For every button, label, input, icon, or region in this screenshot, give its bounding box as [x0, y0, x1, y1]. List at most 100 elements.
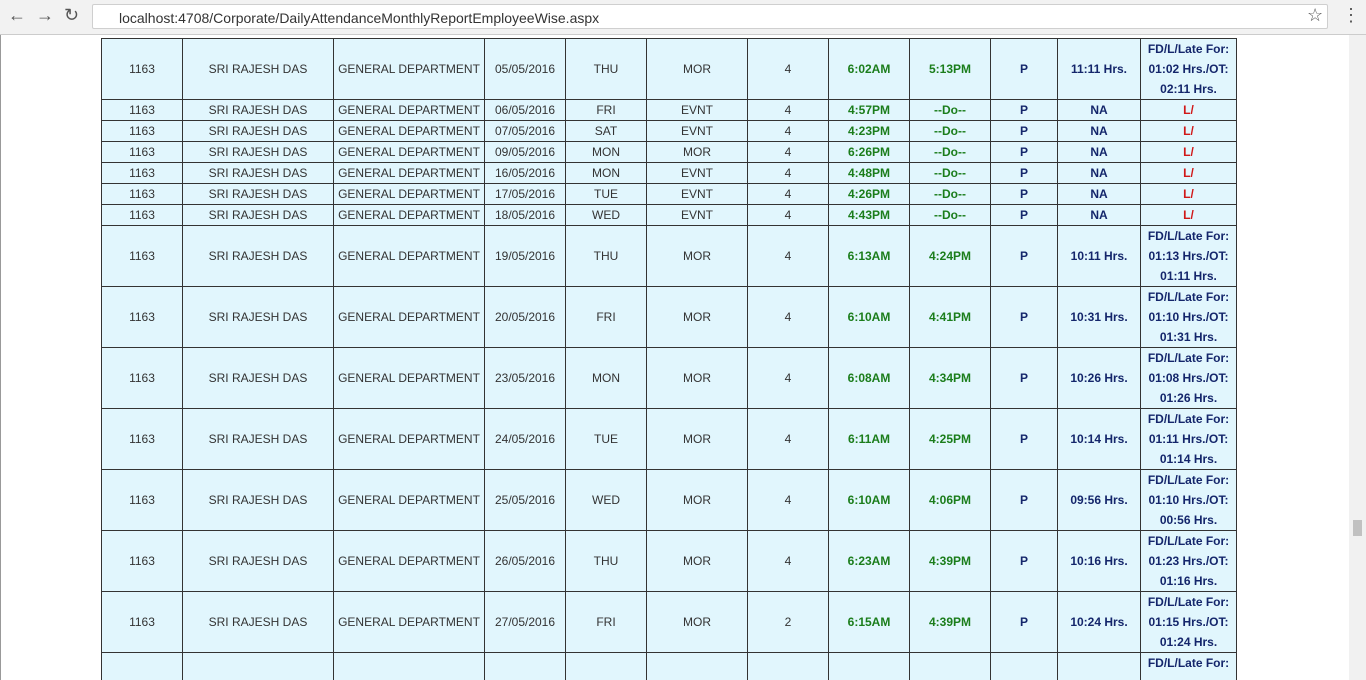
table-cell	[484, 652, 566, 680]
table-cell: GENERAL DEPARTMENT	[333, 347, 485, 409]
table-cell: 6:15AM	[828, 591, 910, 653]
table-cell: GENERAL DEPARTMENT	[333, 120, 485, 142]
table-cell: EVNT	[646, 120, 748, 142]
table-cell: P	[990, 469, 1058, 531]
table-cell: 4	[747, 286, 829, 348]
table-cell: 6:10AM	[828, 286, 910, 348]
table-row: 1163 SRI RAJESH DAS GENERAL DEPARTMENT 26/0…	[101, 530, 1237, 592]
table-cell: 4:23PM	[828, 120, 910, 142]
table-cell: --Do--	[909, 162, 991, 184]
table-cell: SRI RAJESH DAS	[182, 141, 334, 163]
address-bar[interactable]: localhost:4708/Corporate/DailyAttendance…	[92, 4, 1328, 29]
table-cell: 1163	[101, 469, 183, 531]
table-cell: SRI RAJESH DAS	[182, 99, 334, 121]
table-cell: MON	[565, 162, 647, 184]
table-cell: 1163	[101, 225, 183, 287]
table-cell: GENERAL DEPARTMENT	[333, 591, 485, 653]
table-cell: --Do--	[909, 99, 991, 121]
table-cell: P	[990, 162, 1058, 184]
table-row: 1163 SRI RAJESH DAS GENERAL DEPARTMENT 06/0…	[101, 99, 1237, 121]
table-cell: FD/L/Late For: 01:10 Hrs./OT: 00:56 Hrs.	[1140, 469, 1237, 531]
table-cell: 6:26PM	[828, 141, 910, 163]
table-cell: 1163	[101, 347, 183, 409]
attendance-table: 1163 SRI RAJESH DAS GENERAL DEPARTMENT 05/0…	[101, 38, 1237, 680]
table-cell	[646, 652, 748, 680]
forward-button[interactable]: →	[36, 5, 54, 25]
table-cell: 05/05/2016	[484, 38, 566, 100]
table-cell: NA	[1057, 183, 1141, 205]
table-cell: P	[990, 286, 1058, 348]
reload-button[interactable]: ↻	[64, 5, 80, 25]
table-cell: FD/L/Late For: 01:15 Hrs./OT: 01:24 Hrs.	[1140, 591, 1237, 653]
table-cell: P	[990, 591, 1058, 653]
table-cell: FD/L/Late For: 01:02 Hrs./OT: 02:11 Hrs.	[1140, 38, 1237, 100]
table-cell: MOR	[646, 530, 748, 592]
table-cell: L/	[1140, 183, 1237, 205]
table-cell: 4:48PM	[828, 162, 910, 184]
table-cell: 19/05/2016	[484, 225, 566, 287]
table-cell	[182, 652, 334, 680]
table-cell: 10:11 Hrs.	[1057, 225, 1141, 287]
table-cell: P	[990, 183, 1058, 205]
table-cell: L/	[1140, 120, 1237, 142]
table-row: 1163 SRI RAJESH DAS GENERAL DEPARTMENT 18/0…	[101, 204, 1237, 226]
table-row: 1163 SRI RAJESH DAS GENERAL DEPARTMENT 24/0…	[101, 408, 1237, 470]
table-cell: SRI RAJESH DAS	[182, 286, 334, 348]
table-cell: --Do--	[909, 141, 991, 163]
table-cell: SRI RAJESH DAS	[182, 225, 334, 287]
table-cell: 6:13AM	[828, 225, 910, 287]
table-cell: L/	[1140, 99, 1237, 121]
table-cell: NA	[1057, 99, 1141, 121]
table-cell: FD/L/Late For: 01:13 Hrs./OT: 01:11 Hrs.	[1140, 225, 1237, 287]
table-cell: FRI	[565, 99, 647, 121]
scrollbar[interactable]	[1349, 35, 1366, 680]
table-cell: 4:24PM	[909, 225, 991, 287]
table-cell: 4	[747, 141, 829, 163]
table-cell: MOR	[646, 38, 748, 100]
table-cell	[1057, 652, 1141, 680]
table-cell: 4:41PM	[909, 286, 991, 348]
table-cell: TUE	[565, 183, 647, 205]
table-cell: 4:39PM	[909, 530, 991, 592]
table-cell: SAT	[565, 120, 647, 142]
table-cell: 4:34PM	[909, 347, 991, 409]
page-content: 1163 SRI RAJESH DAS GENERAL DEPARTMENT 05/0…	[0, 35, 1349, 680]
table-cell: MOR	[646, 591, 748, 653]
table-cell: SRI RAJESH DAS	[182, 530, 334, 592]
table-cell: NA	[1057, 162, 1141, 184]
table-cell: 1163	[101, 408, 183, 470]
table-cell: 10:31 Hrs.	[1057, 286, 1141, 348]
table-cell: NA	[1057, 141, 1141, 163]
table-cell: EVNT	[646, 162, 748, 184]
table-cell	[828, 652, 910, 680]
table-cell: MOR	[646, 286, 748, 348]
table-cell	[909, 652, 991, 680]
back-button[interactable]: ←	[8, 5, 26, 25]
table-cell: MOR	[646, 408, 748, 470]
table-row: 1163 SRI RAJESH DAS GENERAL DEPARTMENT 19/0…	[101, 225, 1237, 287]
table-cell: P	[990, 347, 1058, 409]
table-cell: L/	[1140, 162, 1237, 184]
menu-button[interactable]: ⋮	[1342, 5, 1360, 25]
table-row: FD/L/Late For:	[101, 652, 1237, 680]
table-cell: 5:13PM	[909, 38, 991, 100]
table-cell: SRI RAJESH DAS	[182, 347, 334, 409]
table-cell: MON	[565, 347, 647, 409]
bookmark-star[interactable]: ☆	[1307, 5, 1324, 25]
table-cell: 07/05/2016	[484, 120, 566, 142]
url-text: localhost:4708/Corporate/DailyAttendance…	[119, 10, 600, 26]
table-cell: THU	[565, 225, 647, 287]
table-row: 1163 SRI RAJESH DAS GENERAL DEPARTMENT 20/0…	[101, 286, 1237, 348]
table-cell: P	[990, 38, 1058, 100]
table-cell: 1163	[101, 141, 183, 163]
scrollbar-thumb[interactable]	[1353, 520, 1362, 536]
table-cell: L/	[1140, 141, 1237, 163]
table-cell: 20/05/2016	[484, 286, 566, 348]
table-cell: 10:14 Hrs.	[1057, 408, 1141, 470]
table-cell: SRI RAJESH DAS	[182, 469, 334, 531]
table-cell: FD/L/Late For: 01:23 Hrs./OT: 01:16 Hrs.	[1140, 530, 1237, 592]
table-cell: MOR	[646, 469, 748, 531]
table-cell: GENERAL DEPARTMENT	[333, 162, 485, 184]
table-cell: P	[990, 530, 1058, 592]
table-cell: 1163	[101, 120, 183, 142]
